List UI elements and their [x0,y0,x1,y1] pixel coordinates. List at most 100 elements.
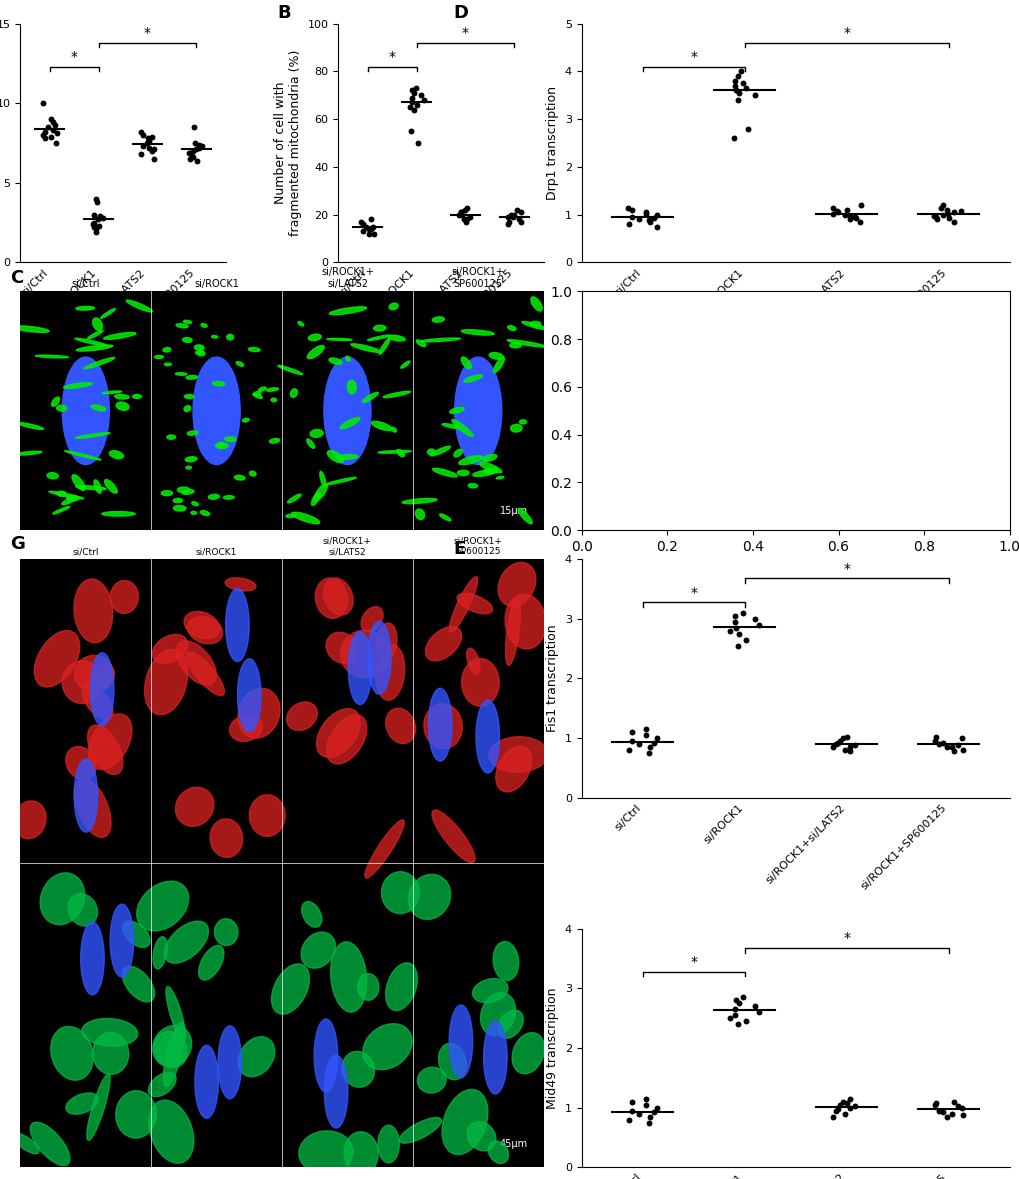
Ellipse shape [439,514,450,521]
Point [730,994,746,1013]
Ellipse shape [530,322,540,327]
Point [927,1093,944,1112]
Ellipse shape [185,652,224,696]
Y-axis label: Mid49 transcription: Mid49 transcription [546,987,558,1108]
Ellipse shape [511,424,522,432]
Ellipse shape [512,1033,544,1074]
Ellipse shape [104,332,136,340]
Ellipse shape [94,480,101,493]
Bar [281,559,413,863]
Point [637,725,653,744]
Point [405,100,421,119]
Ellipse shape [75,486,106,489]
Ellipse shape [66,746,96,779]
Ellipse shape [307,345,324,358]
Ellipse shape [363,1023,412,1069]
Ellipse shape [441,423,460,429]
Point [952,202,968,220]
Ellipse shape [326,714,367,764]
Point [943,1104,959,1122]
Ellipse shape [75,433,110,439]
Ellipse shape [36,355,68,358]
Point [932,198,949,217]
Ellipse shape [183,406,191,411]
Point [91,217,107,236]
Ellipse shape [307,439,314,448]
Point [737,631,753,650]
Point [928,210,945,229]
Text: C: C [10,269,23,286]
Ellipse shape [476,700,499,773]
Ellipse shape [102,391,121,394]
Point [140,129,156,147]
Ellipse shape [298,322,304,325]
Ellipse shape [166,987,185,1041]
Point [734,988,750,1007]
Bar [413,863,543,1167]
Ellipse shape [358,974,379,1000]
Point [187,140,204,159]
Point [191,136,207,154]
Ellipse shape [464,375,482,382]
Ellipse shape [396,449,405,456]
Ellipse shape [163,1022,184,1087]
Ellipse shape [185,456,197,462]
Point [194,137,210,156]
Ellipse shape [74,579,112,643]
Ellipse shape [285,514,296,518]
Ellipse shape [35,631,79,687]
Point [953,729,969,747]
Ellipse shape [175,373,186,375]
Point [361,219,377,238]
Point [630,210,646,229]
Ellipse shape [337,455,358,459]
Point [415,91,431,110]
Point [727,1006,743,1025]
Ellipse shape [215,443,228,448]
Ellipse shape [376,623,396,660]
Ellipse shape [115,1091,156,1138]
Ellipse shape [163,348,171,353]
Point [949,1096,965,1115]
Ellipse shape [182,489,194,494]
Ellipse shape [122,967,155,1002]
Point [727,606,743,625]
Point [640,744,656,763]
Point [645,733,661,752]
Ellipse shape [381,871,419,914]
Ellipse shape [441,1089,487,1154]
Ellipse shape [492,942,519,981]
Point [637,204,653,223]
Ellipse shape [177,487,190,493]
Ellipse shape [424,704,462,749]
Point [730,625,746,644]
Ellipse shape [416,340,425,347]
Ellipse shape [31,1122,70,1166]
Ellipse shape [88,725,123,775]
Ellipse shape [506,340,545,347]
Point [824,204,841,223]
Point [513,203,529,222]
Ellipse shape [88,330,103,340]
Ellipse shape [504,594,545,648]
Ellipse shape [388,335,405,341]
Ellipse shape [193,357,239,465]
Point [87,218,103,237]
Ellipse shape [116,402,128,410]
Point [732,62,748,81]
Ellipse shape [164,363,171,365]
Point [452,203,469,222]
Point [926,732,943,751]
Ellipse shape [454,357,501,465]
Ellipse shape [211,336,218,338]
Ellipse shape [149,1073,176,1096]
Point [410,133,426,152]
Ellipse shape [324,357,371,465]
Ellipse shape [176,324,187,328]
Ellipse shape [167,435,175,440]
Point [499,208,516,226]
Point [47,116,63,134]
Text: si/Ctrl: si/Ctrl [72,547,99,556]
Point [85,215,101,233]
Point [454,210,471,229]
